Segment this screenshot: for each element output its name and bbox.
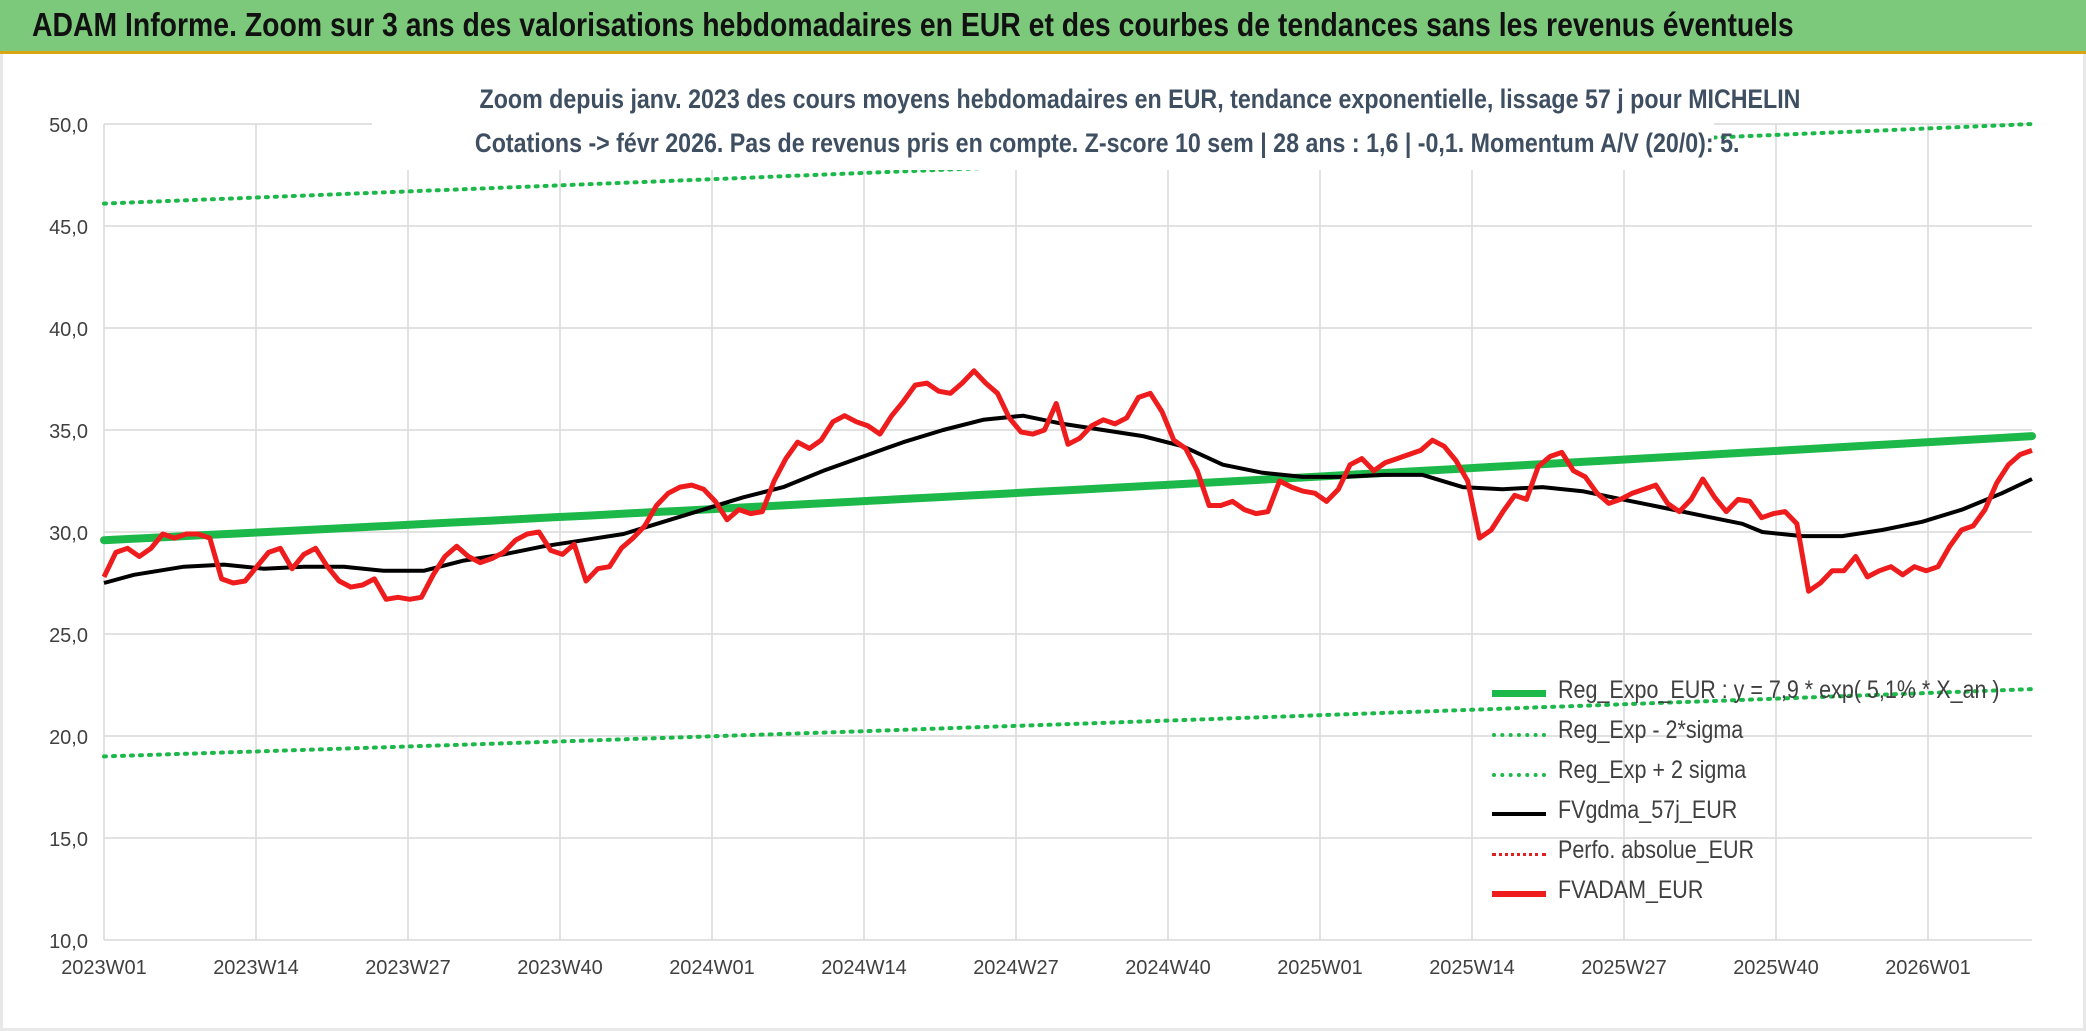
y-tick-label: 40,0: [49, 319, 88, 341]
series-reg-minus-sigma-line: [102, 687, 2034, 759]
x-tick-label: 2024W40: [1125, 957, 1211, 979]
x-tick-label: 2025W01: [1277, 957, 1363, 979]
x-tick-label: 2023W14: [213, 957, 299, 979]
x-tick-label: 2023W01: [61, 957, 147, 979]
chart-title-line-1: Zoom depuis janv. 2023 des cours moyens …: [372, 84, 1801, 115]
legend-label-fvadam: FVADAM_EUR: [1558, 876, 1704, 904]
x-tick-label: 2024W14: [821, 957, 907, 979]
chart-title-box: Zoom depuis janv. 2023 des cours moyens …: [372, 78, 1801, 170]
series-reg-expo-line: [100, 432, 2036, 545]
x-tick-label: 2025W14: [1429, 957, 1515, 979]
y-tick-label: 20,0: [49, 727, 88, 749]
x-tick-label: 2023W27: [365, 957, 451, 979]
legend-swatch-fvadam: [1492, 891, 1546, 897]
x-tick-label: 2025W40: [1733, 957, 1819, 979]
legend-label-reg-minus-sigma: Reg_Exp - 2*sigma: [1558, 716, 1744, 744]
chart-frame: [0, 54, 2086, 1031]
y-tick-label: 35,0: [49, 421, 88, 443]
y-tick-label: 15,0: [49, 829, 88, 851]
chart-title-text-2: Cotations -> févr 2026. Pas de revenus p…: [474, 128, 1740, 158]
x-tick-label: 2023W40: [517, 957, 603, 979]
legend-item-fvgdma: FVgdma_57j_EUR: [1488, 796, 2028, 830]
report-header: ADAM Informe. Zoom sur 3 ans des valoris…: [0, 0, 2086, 54]
x-tick-label: 2024W27: [973, 957, 1059, 979]
legend-swatch-reg-plus-sigma: [1492, 773, 1546, 777]
legend-item-reg-plus-sigma: Reg_Exp + 2 sigma: [1488, 756, 2028, 790]
y-tick-label: 50,0: [49, 115, 88, 137]
y-tick-label: 10,0: [49, 931, 88, 953]
chart-legend: Reg_Expo_EUR : y = 7,9 * exp( 5,1% * X_a…: [1488, 676, 2028, 926]
y-tick-label: 45,0: [49, 217, 88, 239]
x-tick-label: 2024W01: [669, 957, 755, 979]
chart-title-line-2: Cotations -> févr 2026. Pas de revenus p…: [372, 128, 1740, 159]
legend-swatch-reg-minus-sigma: [1492, 733, 1546, 737]
y-tick-label: 25,0: [49, 625, 88, 647]
x-tick-label: 2026W01: [1885, 957, 1971, 979]
legend-item-perfo: Perfo. absolue_EUR: [1488, 836, 2028, 870]
legend-swatch-fvgdma: [1492, 812, 1546, 816]
legend-item-fvadam: FVADAM_EUR: [1488, 876, 2028, 910]
legend-item-reg-expo: Reg_Expo_EUR : y = 7,9 * exp( 5,1% * X_a…: [1488, 676, 2028, 710]
legend-item-reg-minus-sigma: Reg_Exp - 2*sigma: [1488, 716, 2028, 750]
legend-label-reg-plus-sigma: Reg_Exp + 2 sigma: [1558, 756, 1747, 784]
legend-label-perfo: Perfo. absolue_EUR: [1558, 836, 1754, 864]
legend-label-fvgdma: FVgdma_57j_EUR: [1558, 796, 1738, 824]
chart-title-text-1: Zoom depuis janv. 2023 des cours moyens …: [479, 84, 1801, 114]
y-tick-label: 30,0: [49, 523, 88, 545]
series-fvadam-line: [101, 368, 2033, 602]
x-tick-label: 2025W27: [1581, 957, 1667, 979]
legend-label-reg-expo: Reg_Expo_EUR : y = 7,9 * exp( 5,1% * X_a…: [1558, 676, 2000, 704]
legend-swatch-perfo: [1492, 853, 1546, 856]
series-fvgdma-line: [103, 413, 2033, 585]
legend-swatch-reg-expo: [1492, 690, 1546, 697]
report-title: ADAM Informe. Zoom sur 3 ans des valoris…: [32, 6, 1794, 43]
